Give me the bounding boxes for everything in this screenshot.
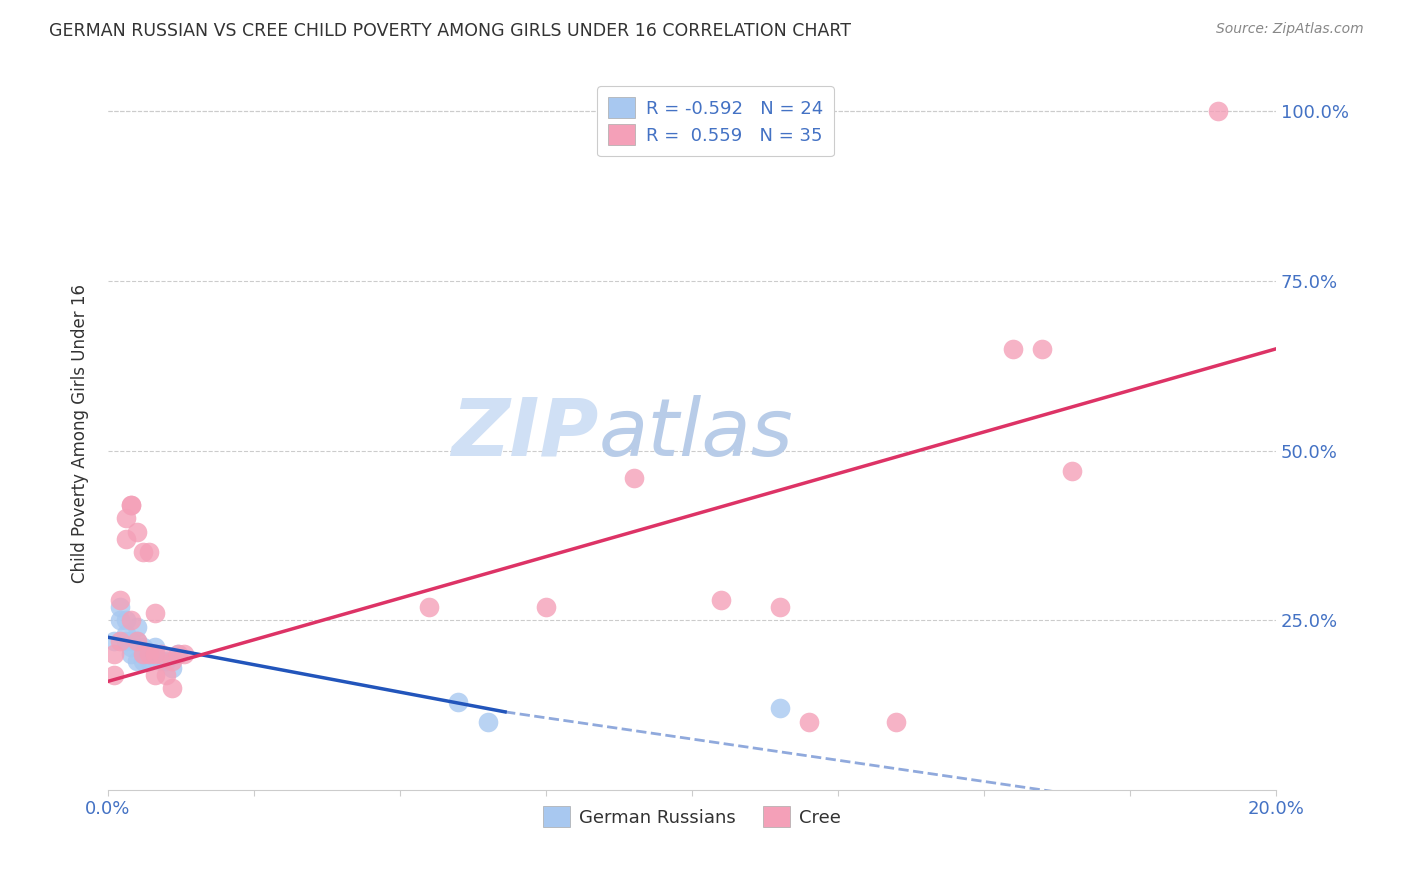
Point: [1060, 464, 1083, 478]
Point: [768, 599, 790, 614]
Point: [108, 633, 131, 648]
Point: [120, 498, 142, 512]
Text: ZIP: ZIP: [451, 394, 599, 473]
Point: [155, 654, 177, 668]
Point: [108, 599, 131, 614]
Text: Source: ZipAtlas.com: Source: ZipAtlas.com: [1216, 22, 1364, 37]
Point: [120, 498, 142, 512]
Point: [114, 532, 136, 546]
Point: [103, 667, 125, 681]
Point: [447, 695, 470, 709]
Point: [143, 667, 166, 681]
Y-axis label: Child Poverty Among Girls Under 16: Child Poverty Among Girls Under 16: [72, 285, 89, 583]
Point: [173, 647, 195, 661]
Point: [108, 613, 131, 627]
Point: [132, 545, 155, 559]
Point: [797, 714, 820, 729]
Point: [623, 471, 645, 485]
Point: [114, 633, 136, 648]
Point: [149, 654, 172, 668]
Point: [534, 599, 557, 614]
Point: [1002, 342, 1025, 356]
Point: [127, 524, 149, 539]
Point: [886, 714, 908, 729]
Point: [1031, 342, 1053, 356]
Point: [127, 654, 149, 668]
Point: [160, 654, 183, 668]
Point: [138, 545, 160, 559]
Point: [138, 647, 160, 661]
Point: [143, 607, 166, 621]
Point: [160, 661, 183, 675]
Point: [710, 593, 733, 607]
Point: [132, 640, 155, 655]
Point: [768, 701, 790, 715]
Point: [167, 647, 190, 661]
Point: [120, 633, 142, 648]
Point: [108, 593, 131, 607]
Point: [143, 640, 166, 655]
Point: [120, 613, 142, 627]
Point: [155, 667, 177, 681]
Point: [418, 599, 440, 614]
Point: [114, 613, 136, 627]
Point: [132, 654, 155, 668]
Legend: German Russians, Cree: German Russians, Cree: [536, 799, 848, 834]
Text: GERMAN RUSSIAN VS CREE CHILD POVERTY AMONG GIRLS UNDER 16 CORRELATION CHART: GERMAN RUSSIAN VS CREE CHILD POVERTY AMO…: [49, 22, 851, 40]
Point: [103, 647, 125, 661]
Point: [1206, 104, 1229, 119]
Point: [127, 633, 149, 648]
Point: [127, 620, 149, 634]
Point: [103, 633, 125, 648]
Point: [114, 627, 136, 641]
Point: [114, 511, 136, 525]
Text: atlas: atlas: [599, 394, 793, 473]
Point: [167, 647, 190, 661]
Point: [160, 681, 183, 695]
Point: [120, 640, 142, 655]
Point: [132, 647, 155, 661]
Point: [127, 633, 149, 648]
Point: [138, 647, 160, 661]
Point: [138, 654, 160, 668]
Point: [477, 714, 499, 729]
Point: [143, 647, 166, 661]
Point: [149, 647, 172, 661]
Point: [120, 647, 142, 661]
